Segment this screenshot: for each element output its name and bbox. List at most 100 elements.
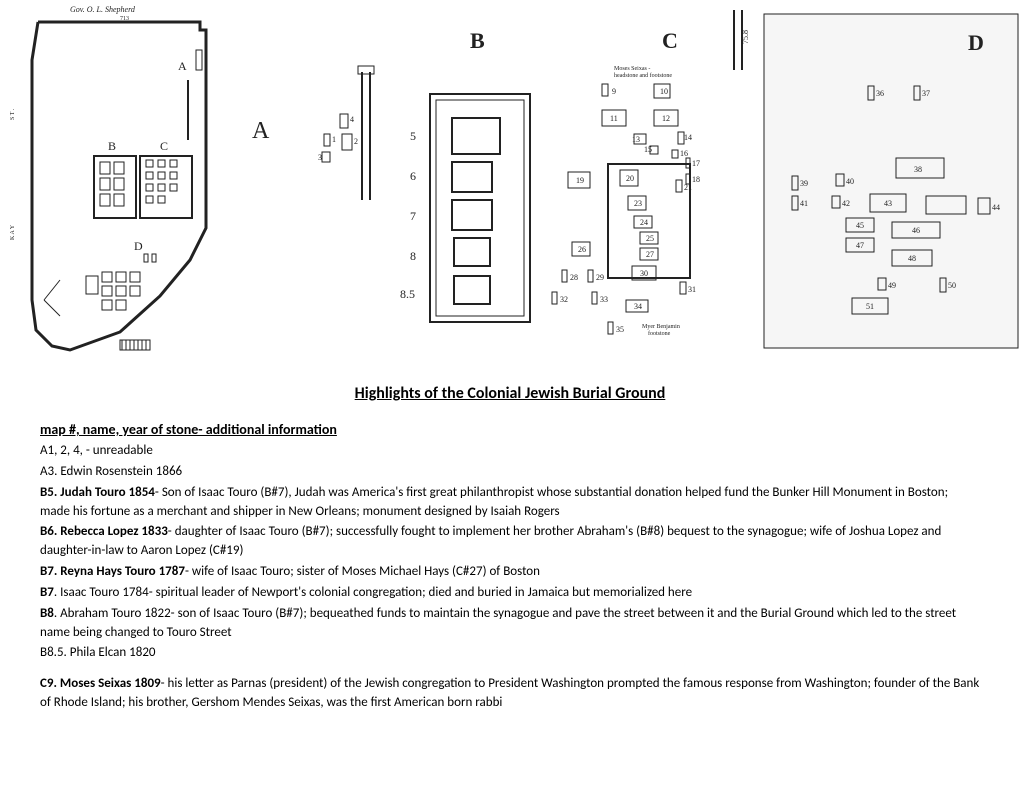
section-A-letter: A — [252, 118, 270, 144]
entry-text: . Isaac Touro 1784- spiritual leader of … — [54, 585, 692, 600]
entry: B6. Rebecca Lopez 1833- daughter of Isaa… — [40, 523, 980, 561]
entry: B7. Reyna Hays Touro 1787- wife of Isaac… — [40, 563, 980, 582]
svg-text:50: 50 — [948, 281, 956, 290]
entry-lead: B5. Judah Touro 1854 — [40, 485, 155, 500]
entry-text: - Son of Isaac Touro (B#7), Judah was Am… — [40, 485, 948, 519]
svg-text:10: 10 — [660, 87, 668, 96]
svg-text:48: 48 — [908, 254, 916, 263]
svg-text:24: 24 — [640, 218, 648, 227]
entries-list: A1, 2, 4, - unreadable A3. Edwin Rosenste… — [40, 442, 980, 663]
entries-list-2: C9. Moses Seixas 1809- his letter as Par… — [40, 675, 980, 713]
svg-text:37: 37 — [922, 89, 930, 98]
svg-text:7: 7 — [410, 209, 416, 223]
svg-text:41: 41 — [800, 199, 808, 208]
entry-text: A1, 2, 4, - unreadable — [40, 443, 153, 458]
svg-text:3: 3 — [318, 153, 322, 162]
svg-text:47: 47 — [856, 241, 864, 250]
svg-text:27: 27 — [646, 250, 654, 259]
svg-text:34: 34 — [634, 302, 642, 311]
svg-text:30: 30 — [640, 269, 648, 278]
svg-text:9: 9 — [612, 87, 616, 96]
overview-letter-D: D — [134, 239, 143, 253]
overview-letter-B: B — [108, 139, 116, 153]
svg-text:32: 32 — [560, 295, 568, 304]
svg-text:8.5: 8.5 — [400, 287, 415, 301]
document-body: Highlights of the Colonial Jewish Burial… — [0, 360, 1020, 735]
page-title: Highlights of the Colonial Jewish Burial… — [40, 384, 980, 403]
entry: A3. Edwin Rosenstein 1866 — [40, 463, 980, 482]
svg-text:49: 49 — [888, 281, 896, 290]
section-B-letter: B — [470, 28, 485, 53]
svg-text:51: 51 — [866, 302, 874, 311]
map-section-A: A 4 1 2 3 — [222, 0, 392, 360]
entry: B7. Isaac Touro 1784- spiritual leader o… — [40, 584, 980, 603]
svg-text:14: 14 — [684, 133, 692, 142]
svg-text:38: 38 — [914, 165, 922, 174]
svg-text:Moses Seixas -: Moses Seixas - — [614, 66, 650, 72]
entry-text: - his letter as Parnas (president) of th… — [40, 676, 979, 710]
entry: C9. Moses Seixas 1809- his letter as Par… — [40, 675, 980, 713]
svg-text:15: 15 — [644, 145, 652, 154]
svg-text:8: 8 — [410, 249, 416, 263]
entry: B8. Abraham Touro 1822- son of Isaac Tou… — [40, 605, 980, 643]
svg-text:29: 29 — [596, 273, 604, 282]
entry-text: - daughter of Isaac Touro (B#7); success… — [40, 524, 941, 558]
svg-text:33: 33 — [600, 295, 608, 304]
svg-text:footstone: footstone — [648, 330, 671, 337]
overview-letter-C: C — [160, 139, 168, 153]
svg-text:19: 19 — [576, 176, 584, 185]
svg-text:16: 16 — [680, 149, 688, 158]
entry-lead: B7. Reyna Hays Touro 1787 — [40, 564, 185, 579]
svg-text:Myer Benjamin: Myer Benjamin — [642, 324, 680, 330]
entry-lead: C9. Moses Seixas 1809 — [40, 676, 161, 691]
svg-text:S T .: S T . — [10, 108, 16, 120]
maps-row: Gov. O. L. Shepherd S T . K A Y 713 A B … — [0, 0, 1020, 360]
svg-text:18: 18 — [692, 175, 700, 184]
svg-text:43: 43 — [884, 199, 892, 208]
svg-text:5: 5 — [410, 129, 416, 143]
entry-lead: B6. Rebecca Lopez 1833 — [40, 524, 168, 539]
section-D-letter: D — [968, 30, 984, 55]
overview-letter-A: A — [178, 59, 187, 73]
svg-text:12: 12 — [662, 114, 670, 123]
svg-text:headstone and footstone: headstone and footstone — [614, 72, 672, 79]
entry-lead: B8 — [40, 606, 54, 621]
entry: B5. Judah Touro 1854- Son of Isaac Touro… — [40, 484, 980, 522]
map-overview: Gov. O. L. Shepherd S T . K A Y 713 A B … — [0, 0, 222, 360]
svg-text:42: 42 — [842, 199, 850, 208]
svg-text:44: 44 — [992, 203, 1000, 212]
svg-text:K A Y: K A Y — [10, 224, 16, 240]
entry: A1, 2, 4, - unreadable — [40, 442, 980, 461]
svg-text:2: 2 — [354, 137, 358, 146]
overview-top-label: Gov. O. L. Shepherd — [70, 5, 136, 14]
entry-text: - wife of Isaac Touro; sister of Moses M… — [185, 564, 540, 579]
entry-lead: B7 — [40, 585, 54, 600]
svg-text:36: 36 — [876, 89, 884, 98]
subheading: map #, name, year of stone- additional i… — [40, 421, 980, 438]
svg-text:13: 13 — [632, 135, 640, 144]
svg-text:25: 25 — [646, 234, 654, 243]
svg-text:46: 46 — [912, 226, 920, 235]
map-section-C: C 75.8 Moses Seixas - headstone and foot… — [542, 0, 762, 360]
map-section-B: B 5 6 7 8 8.5 — [392, 0, 542, 360]
svg-text:75.8: 75.8 — [741, 30, 750, 44]
svg-text:17: 17 — [692, 159, 700, 168]
svg-text:20: 20 — [626, 174, 634, 183]
entry-text: . Abraham Touro 1822- son of Isaac Touro… — [40, 606, 956, 640]
svg-text:11: 11 — [610, 114, 618, 123]
svg-text:40: 40 — [846, 177, 854, 186]
svg-text:28: 28 — [570, 273, 578, 282]
svg-text:31: 31 — [688, 285, 696, 294]
svg-text:45: 45 — [856, 221, 864, 230]
svg-text:1: 1 — [332, 135, 336, 144]
svg-text:4: 4 — [350, 115, 354, 124]
entry-text: A3. Edwin Rosenstein 1866 — [40, 464, 182, 479]
svg-text:23: 23 — [634, 199, 642, 208]
svg-text:26: 26 — [578, 245, 586, 254]
svg-text:35: 35 — [616, 325, 624, 334]
section-C-letter: C — [662, 28, 678, 53]
entry-text: B8.5. Phila Elcan 1820 — [40, 645, 156, 660]
svg-text:6: 6 — [410, 169, 416, 183]
map-section-D: D 36 37 38 39 40 41 42 43 44 45 46 47 48… — [762, 0, 1020, 360]
svg-text:713: 713 — [120, 16, 129, 22]
